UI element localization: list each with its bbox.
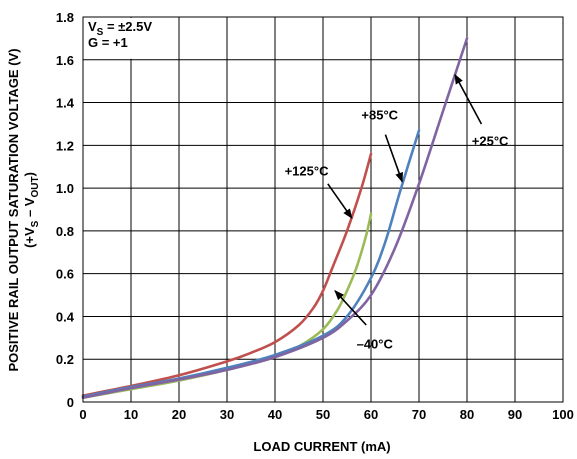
y-tick-label: 0.6: [56, 267, 74, 282]
y-tick-label: 1.6: [56, 53, 74, 68]
x-tick-label: 0: [79, 407, 86, 422]
y-tick-label: 0: [67, 395, 74, 410]
annotation-label-40-c: –40°C: [357, 337, 394, 352]
x-tick-label: 10: [124, 407, 138, 422]
x-axis-label: LOAD CURRENT (mA): [253, 439, 390, 454]
x-tick-label: 60: [364, 407, 378, 422]
tick-labels: 0 10 20 30 40 50 60 70 80 90 100 0 0.2 0.4 0.6 0.8 1.0 1.…: [56, 10, 574, 422]
series-line-125-c: [81, 152, 373, 397]
plot-frame: [82, 16, 564, 403]
y-axis-label-line1: POSITIVE RAIL OUTPUT SATURATION VOLTAGE …: [6, 48, 21, 371]
conditions-text: VS = ±2.5V G = +1: [88, 19, 152, 50]
y-tick-label: 1.8: [56, 10, 74, 25]
annotation-arrow-85-c: [384, 134, 403, 183]
annotation-arrow-40-c: [334, 290, 367, 326]
x-tick-label: 70: [412, 407, 426, 422]
annotation-arrow-125-c: [327, 183, 353, 219]
annotations: +125°C +85°C +25°C –40°C: [285, 73, 509, 352]
annotation-label-85-c: +85°C: [361, 108, 398, 123]
x-tick-label: 30: [220, 407, 234, 422]
y-tick-label: 0.8: [56, 224, 74, 239]
annotation-arrow-25-c: [454, 73, 483, 125]
supply-voltage-label: VS = ±2.5V: [88, 19, 152, 38]
series-line-25-c: [81, 37, 469, 400]
y-tick-label: 1.2: [56, 138, 74, 153]
x-tick-label: 100: [552, 407, 574, 422]
y-axis-label: POSITIVE RAIL OUTPUT SATURATION VOLTAGE …: [6, 48, 41, 371]
grid: [83, 17, 563, 402]
y-axis-label-line2: (+VS – VOUT): [22, 172, 41, 248]
y-tick-label: 0.4: [56, 309, 75, 324]
x-tick-label: 50: [316, 407, 330, 422]
y-tick-label: 0.2: [56, 352, 74, 367]
series-line-85-c: [81, 129, 421, 398]
x-tick-label: 20: [172, 407, 186, 422]
x-tick-label: 40: [268, 407, 282, 422]
x-tick-label: 80: [460, 407, 474, 422]
y-tick-label: 1.0: [56, 181, 74, 196]
series-lines: [81, 37, 469, 400]
y-tick-label: 1.4: [56, 96, 75, 111]
conditions-box: [84, 18, 178, 59]
annotation-label-25-c: +25°C: [472, 133, 509, 148]
x-tick-label: 90: [508, 407, 522, 422]
annotation-label-125-c: +125°C: [285, 163, 329, 178]
gain-label: G = +1: [88, 35, 128, 50]
